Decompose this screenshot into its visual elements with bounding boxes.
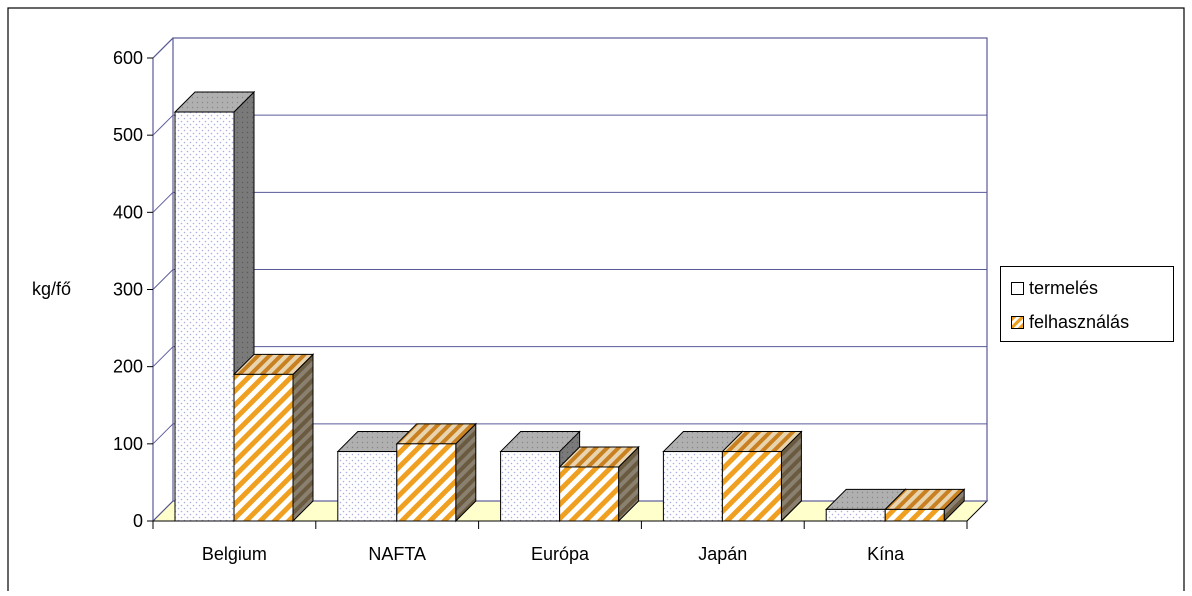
y-tick-label: 200	[113, 357, 143, 377]
y-tick-label: 300	[113, 280, 143, 300]
x-tick-label: Kína	[867, 544, 905, 564]
bar-front	[884, 508, 945, 522]
bar-front	[662, 451, 723, 522]
bar-felhasznalas-belgium	[232, 353, 315, 523]
x-tick-label: Belgium	[202, 544, 267, 564]
bar-front	[233, 373, 294, 522]
chart-border	[7, 7, 1185, 596]
bar-front	[500, 451, 561, 522]
y-axis-label: kg/fő	[32, 279, 72, 299]
gridline-side	[152, 191, 174, 213]
side-wall-top	[152, 37, 174, 59]
y-tick-label: 0	[133, 511, 143, 531]
bar-front	[174, 111, 235, 522]
bar-front	[721, 451, 782, 522]
bar-front	[337, 451, 398, 522]
bar-felhasznalas-európa	[558, 445, 640, 523]
bar-front	[559, 466, 620, 522]
legend: termelés felhasználás	[1000, 266, 1174, 342]
x-tick-label: NAFTA	[368, 544, 426, 564]
bar-front	[396, 443, 457, 522]
bar-felhasznalas-nafta	[395, 422, 478, 523]
gridline-side	[152, 500, 174, 522]
gridline-side	[152, 114, 174, 136]
x-tick-label: Japán	[698, 544, 747, 564]
gridline-side	[152, 346, 174, 368]
y-tick-label: 600	[113, 48, 143, 68]
y-tick-label: 100	[113, 434, 143, 454]
legend-swatch-felhasznalas	[1011, 315, 1024, 329]
legend-item-termeles: termelés	[1011, 275, 1098, 301]
bar-side	[292, 353, 314, 523]
legend-label-termeles: termelés	[1029, 277, 1099, 298]
x-tick-label: Európa	[531, 544, 590, 564]
y-tick-label: 500	[113, 125, 143, 145]
gridline-side	[152, 423, 174, 445]
y-tick-label: 400	[113, 202, 143, 222]
legend-item-felhasznalas: felhasználás	[1011, 309, 1129, 335]
legend-label-felhasznalas: felhasználás	[1029, 311, 1130, 332]
legend-swatch-termeles	[1011, 281, 1024, 295]
bar-felhasznalas-kína	[883, 488, 966, 523]
bar-felhasznalas-japán	[721, 430, 803, 523]
gridline-side	[152, 269, 174, 290]
bar-front	[825, 508, 886, 522]
